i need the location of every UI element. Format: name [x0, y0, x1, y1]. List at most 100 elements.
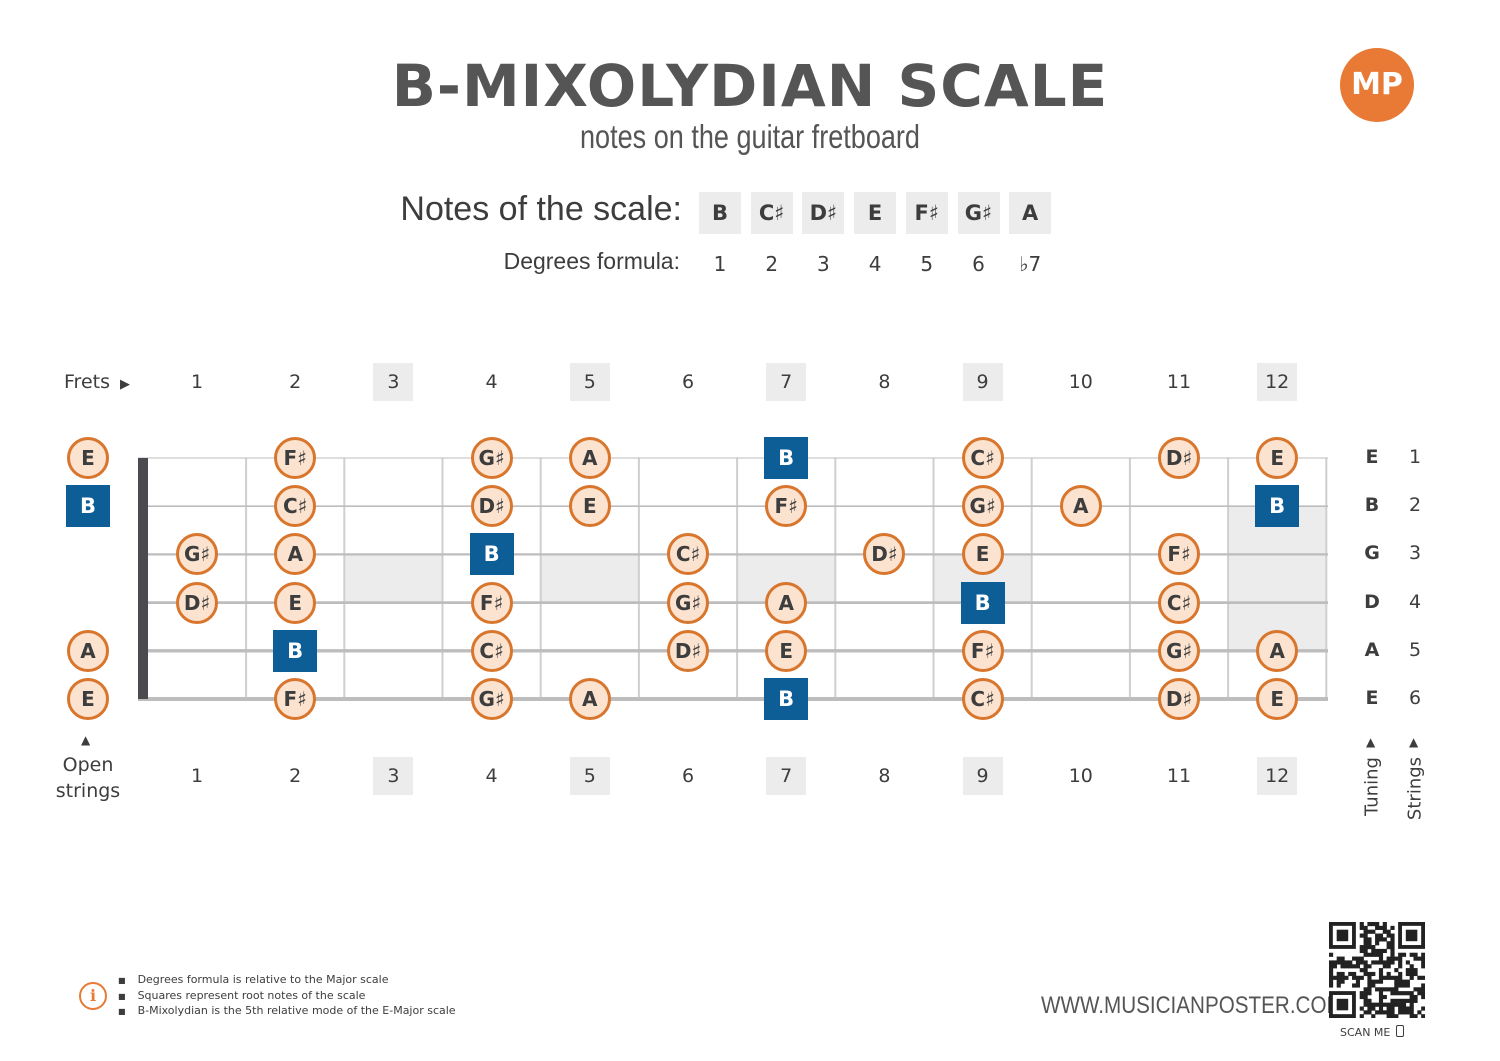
footer-note-text: Degrees formula is relative to the Major… [137, 973, 389, 986]
note-circle: A [568, 437, 611, 479]
note-circle: E [765, 629, 808, 672]
note-circle: E [961, 533, 1004, 576]
info-icon: i [79, 982, 107, 1010]
note-circle: G♯ [961, 485, 1004, 528]
tuning-label: Tuning [1361, 757, 1383, 816]
frets-label: Frets ▶ [64, 371, 130, 393]
bullet-icon: ■ [118, 1007, 126, 1016]
fret-number: 5 [569, 757, 610, 795]
scale-note-box: D♯ [802, 192, 845, 234]
fret-number: 7 [766, 757, 807, 795]
root-note-square: B [764, 678, 809, 720]
scale-note-box: A [1009, 192, 1052, 234]
degree-value: 2 [765, 252, 779, 276]
bullet-icon: ■ [118, 976, 126, 985]
fret-number: 2 [289, 371, 302, 393]
note-circle: D♯ [863, 533, 906, 576]
fret-marker-shade [344, 554, 443, 603]
note-circle: D♯ [176, 581, 218, 624]
note-circle: G♯ [470, 437, 513, 479]
fret-marker-shade [540, 554, 639, 603]
fret-number: 10 [1068, 371, 1093, 393]
scale-note-box: G♯ [957, 192, 1000, 234]
string-number: 5 [1408, 638, 1422, 661]
note-circle: F♯ [274, 678, 317, 720]
note-circle: A [568, 678, 611, 720]
degree-value: 6 [972, 252, 985, 276]
fret-number: 12 [1257, 757, 1298, 795]
fret-number: 2 [289, 765, 302, 787]
fret-number: 4 [485, 371, 498, 393]
scan-me-label: SCAN ME [1340, 1025, 1404, 1039]
scale-note-box: F♯ [905, 192, 948, 234]
degree-value: 5 [920, 252, 934, 276]
note-circle: G♯ [1158, 629, 1200, 672]
string-number: 3 [1408, 542, 1422, 565]
qr-code[interactable] [1329, 922, 1425, 1018]
fret-number: 9 [962, 757, 1003, 795]
note-circle: E [67, 437, 109, 479]
bullet-icon: ■ [118, 991, 126, 1001]
scale-note-box: B [699, 192, 741, 234]
string-number: 1 [1408, 446, 1422, 468]
note-circle: F♯ [765, 485, 808, 528]
phone-icon [1395, 1025, 1404, 1037]
note-circle: E [1256, 678, 1299, 720]
footer-note-text: Squares represent root notes of the scal… [137, 988, 366, 1002]
note-circle: A [765, 581, 808, 624]
triangle-up-icon: ▲ [1366, 735, 1376, 749]
root-note-square: B [273, 629, 318, 672]
page-subtitle: notes on the guitar fretboard [580, 118, 920, 155]
note-circle: D♯ [1158, 437, 1200, 479]
note-circle: F♯ [274, 437, 317, 479]
fret-number: 11 [1166, 765, 1192, 787]
note-circle: F♯ [470, 581, 513, 624]
fret-number: 6 [681, 371, 695, 393]
note-circle: D♯ [1158, 678, 1200, 720]
triangle-up-icon: ▲ [81, 733, 91, 747]
fret-number: 4 [485, 765, 498, 787]
tuning-note: G [1364, 542, 1380, 565]
musicianposter-logo: MP [1340, 48, 1414, 122]
fret-number: 3 [373, 757, 414, 795]
string-number: 4 [1408, 590, 1422, 613]
string-number: 2 [1408, 494, 1422, 517]
root-note-square: B [66, 485, 110, 528]
tuning-note: E [1365, 446, 1379, 468]
footer-note-text: B-Mixolydian is the 5th relative mode of… [137, 1004, 456, 1017]
nut [138, 458, 148, 699]
fret-number: 7 [766, 363, 807, 401]
fret-number: 1 [190, 371, 204, 393]
note-circle: C♯ [961, 437, 1004, 479]
note-circle: G♯ [176, 533, 218, 576]
note-circle: C♯ [1158, 581, 1200, 624]
note-circle: D♯ [470, 485, 513, 528]
website-link[interactable]: WWW.MUSICIANPOSTER.COM [1041, 992, 1344, 1019]
tuning-note: A [1364, 638, 1380, 661]
fret-number: 8 [878, 371, 891, 393]
note-circle: C♯ [667, 533, 709, 576]
notes-label: Notes of the scale: [400, 190, 682, 228]
note-circle: D♯ [667, 629, 709, 672]
tuning-note: D [1364, 590, 1380, 613]
note-circle: A [1256, 629, 1299, 672]
string-number: 6 [1408, 687, 1422, 709]
fret-number: 10 [1068, 765, 1093, 787]
note-circle: C♯ [961, 678, 1004, 720]
note-circle: G♯ [667, 581, 709, 624]
note-circle: A [1059, 485, 1102, 528]
degree-value: 1 [713, 252, 727, 276]
footer-note: ■ B-Mixolydian is the 5th relative mode o… [118, 1004, 456, 1020]
degrees-label: Degrees formula: [503, 248, 680, 274]
footer-note: ■ Squares represent root notes of the sca… [118, 989, 456, 1005]
root-note-square: B [960, 581, 1005, 624]
footer-notes: ■ Degrees formula is relative to the Majo… [118, 973, 456, 1020]
note-circle: E [274, 581, 317, 624]
fret-number: 5 [569, 363, 610, 401]
fret-number: 11 [1166, 371, 1192, 393]
note-circle: E [568, 485, 611, 528]
fret-number: 8 [878, 765, 891, 787]
root-note-square: B [1255, 485, 1300, 528]
note-circle: F♯ [1158, 533, 1200, 576]
